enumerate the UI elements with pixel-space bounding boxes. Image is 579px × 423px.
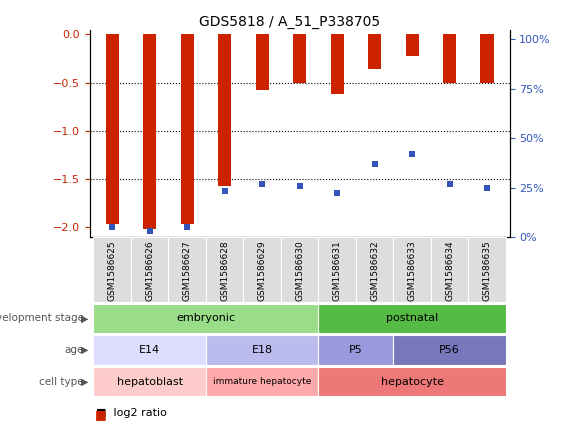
Bar	[281, 237, 318, 302]
Text: ▶: ▶	[80, 345, 88, 355]
Bar	[318, 237, 356, 302]
Bar	[468, 237, 506, 302]
Bar	[206, 237, 243, 302]
Bar	[106, 34, 119, 224]
Text: ■  log2 ratio: ■ log2 ratio	[96, 408, 166, 418]
Text: GSM1586627: GSM1586627	[183, 240, 192, 301]
Bar	[131, 237, 168, 302]
Bar	[181, 34, 194, 224]
Text: GSM1586625: GSM1586625	[108, 240, 117, 301]
Bar	[168, 237, 206, 302]
Bar	[293, 34, 306, 82]
Bar	[93, 304, 318, 333]
Bar	[93, 237, 131, 302]
Text: GSM1586631: GSM1586631	[332, 240, 342, 301]
Text: E14: E14	[139, 345, 160, 355]
Text: hepatoblast: hepatoblast	[116, 377, 183, 387]
Text: ▶: ▶	[80, 377, 88, 387]
Bar	[393, 335, 506, 365]
Text: GSM1586635: GSM1586635	[482, 240, 492, 301]
Text: embryonic: embryonic	[177, 313, 236, 323]
Text: GDS5818 / A_51_P338705: GDS5818 / A_51_P338705	[199, 15, 380, 29]
Bar	[243, 237, 281, 302]
Bar	[481, 34, 493, 82]
Bar	[206, 335, 318, 365]
Bar	[431, 237, 468, 302]
Text: age: age	[65, 345, 84, 355]
Text: GSM1586628: GSM1586628	[220, 240, 229, 301]
Text: GSM1586632: GSM1586632	[370, 240, 379, 301]
Bar	[255, 34, 269, 91]
Bar	[331, 34, 344, 94]
Bar	[318, 304, 506, 333]
Text: E18: E18	[252, 345, 273, 355]
Bar	[405, 34, 419, 56]
Bar	[443, 34, 456, 82]
Bar	[206, 367, 318, 396]
Text: GSM1586630: GSM1586630	[295, 240, 304, 301]
Bar	[93, 367, 206, 396]
Text: GSM1586626: GSM1586626	[145, 240, 154, 301]
Bar	[393, 237, 431, 302]
Text: GSM1586633: GSM1586633	[408, 240, 416, 301]
Bar	[356, 237, 393, 302]
Bar	[318, 367, 506, 396]
Text: development stage: development stage	[0, 313, 84, 323]
Bar	[93, 335, 206, 365]
Text: P56: P56	[439, 345, 460, 355]
Text: GSM1586629: GSM1586629	[258, 240, 267, 301]
Text: ▶: ▶	[80, 313, 88, 323]
Bar	[368, 34, 381, 69]
Text: P5: P5	[349, 345, 362, 355]
Text: postnatal: postnatal	[386, 313, 438, 323]
Text: ■: ■	[94, 408, 106, 421]
Bar	[318, 335, 393, 365]
Bar	[143, 34, 156, 229]
Text: cell type: cell type	[39, 377, 84, 387]
Text: hepatocyte: hepatocyte	[380, 377, 444, 387]
Bar	[218, 34, 231, 186]
Text: GSM1586634: GSM1586634	[445, 240, 454, 301]
Text: immature hepatocyte: immature hepatocyte	[213, 377, 312, 386]
